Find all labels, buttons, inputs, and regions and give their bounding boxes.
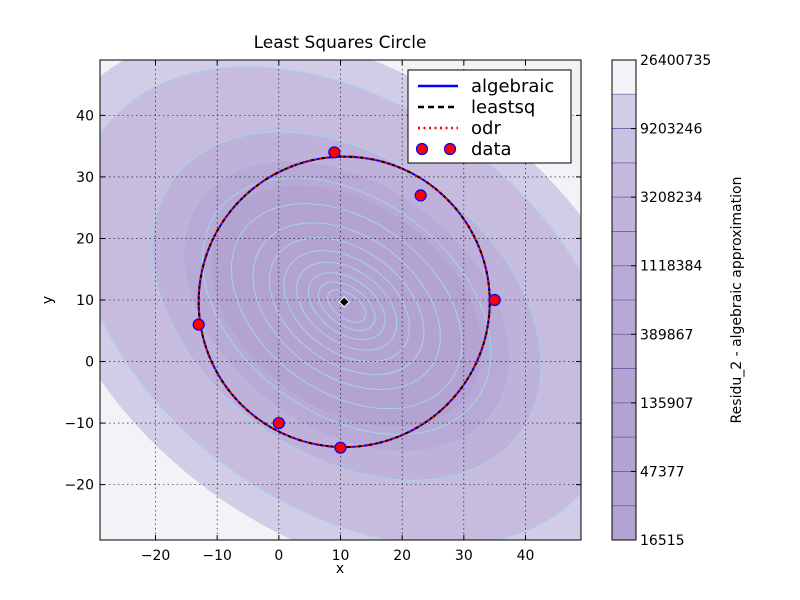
- plot-area: −20 −10 0 10 20 30 40 −20 −10 0 10 20 30 40: [64, 59, 582, 564]
- contour-line: [296, 261, 398, 351]
- data-point: [272, 416, 285, 430]
- legend-label-data: data: [471, 139, 512, 160]
- colorbar-band: [612, 437, 636, 472]
- colorbar-band: [612, 231, 636, 267]
- colorbar-band: [612, 368, 636, 404]
- colorbar-band: [612, 300, 636, 335]
- y-tick-label: 10: [76, 293, 94, 309]
- center-marker: [338, 296, 350, 308]
- legend-label-algebraic: algebraic: [471, 76, 554, 97]
- x-tick-label: 0: [274, 548, 283, 564]
- contour-line: [283, 250, 410, 363]
- colorbar-band: [612, 128, 636, 164]
- legend-swatch-data: [443, 142, 457, 156]
- x-axis-ticks: −20 −10 0 10 20 30 40: [141, 60, 535, 564]
- data-point: [488, 293, 501, 307]
- contour-line: [327, 289, 367, 323]
- center-marker-diamond: [338, 296, 350, 308]
- colorbar: 16515 47377 135907 389867 1118384 3208234 9203…: [611, 53, 745, 549]
- colorbar-tick-label: 3208234: [640, 190, 702, 206]
- colorbar-tick-label: 26400735: [640, 53, 711, 69]
- y-tick-label: −20: [64, 478, 94, 494]
- colorbar-tick-label: 9203246: [640, 122, 702, 138]
- contour-line: [317, 281, 376, 331]
- y-tick-label: 40: [76, 108, 94, 124]
- data-point: [192, 318, 205, 331]
- x-axis-label: x: [336, 561, 344, 577]
- colorbar-tick-label: 389867: [640, 327, 693, 343]
- y-tick-label: 20: [76, 231, 94, 247]
- colorbar-band: [612, 334, 636, 370]
- data-point: [414, 189, 427, 202]
- colorbar-tick-label: 16515: [640, 533, 685, 549]
- colorbar-band: [612, 265, 636, 301]
- data-points: [192, 146, 501, 454]
- contour-line: [252, 222, 441, 390]
- x-tick-label: 30: [455, 548, 473, 564]
- colorbar-frame: [611, 59, 637, 541]
- y-tick-label: −10: [64, 416, 94, 432]
- colorbar-label: Residu_2 - algebraic approximation: [729, 177, 745, 424]
- colorbar-tick-label: 47377: [640, 464, 685, 480]
- colorbar-tick-label: 1118384: [640, 259, 702, 275]
- y-tick-label: 0: [85, 355, 94, 371]
- legend-swatch-data: [415, 142, 429, 156]
- colorbar-tick-label: 135907: [640, 396, 693, 412]
- colorbar-band: [612, 505, 636, 541]
- colorbar-band: [612, 60, 636, 95]
- contour-line: [268, 237, 425, 376]
- y-tick-label: 30: [76, 170, 94, 186]
- colorbar-band: [612, 471, 636, 507]
- contour-line: [307, 272, 386, 341]
- legend-label-odr: odr: [471, 118, 501, 139]
- x-tick-label: −20: [141, 548, 171, 564]
- x-tick-label: 20: [393, 548, 411, 564]
- contour-line: [201, 177, 492, 436]
- data-point: [334, 441, 347, 454]
- colorbar-band: [612, 197, 636, 232]
- legend-label-leastsq: leastsq: [471, 97, 535, 118]
- data-point: [328, 146, 341, 159]
- x-tick-label: −10: [202, 548, 232, 564]
- colorbar-band: [612, 162, 636, 198]
- x-tick-label: 40: [517, 548, 535, 564]
- chart-title: Least Squares Circle: [254, 33, 427, 53]
- contour-line: [230, 203, 463, 410]
- colorbar-band: [612, 402, 636, 438]
- x-tick-label: 10: [332, 548, 350, 564]
- y-axis-label: y: [40, 296, 56, 304]
- y-axis-ticks: −20 −10 0 10 20 30 40: [64, 108, 581, 494]
- colorbar-band: [612, 94, 636, 130]
